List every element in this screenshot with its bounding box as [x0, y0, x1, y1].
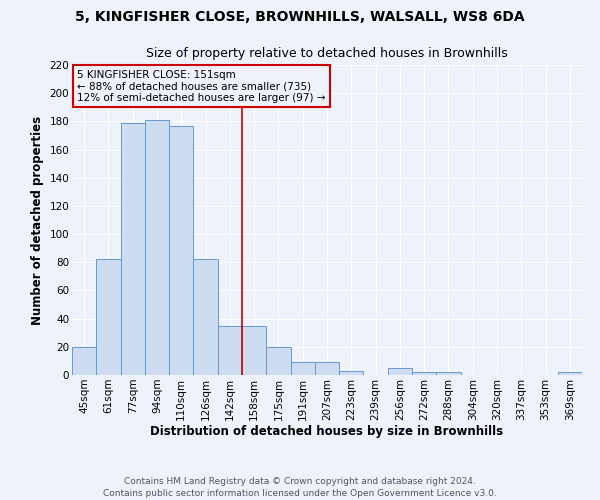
Text: Contains HM Land Registry data © Crown copyright and database right 2024.
Contai: Contains HM Land Registry data © Crown c…	[103, 476, 497, 498]
Text: 5 KINGFISHER CLOSE: 151sqm
← 88% of detached houses are smaller (735)
12% of sem: 5 KINGFISHER CLOSE: 151sqm ← 88% of deta…	[77, 70, 326, 103]
Bar	[242, 326, 266, 375]
Bar	[436, 372, 461, 375]
Bar	[558, 372, 582, 375]
Bar	[96, 260, 121, 375]
Bar	[169, 126, 193, 375]
Bar	[72, 347, 96, 375]
Bar	[266, 347, 290, 375]
Bar	[218, 326, 242, 375]
Bar	[193, 260, 218, 375]
Bar	[145, 120, 169, 375]
Bar	[290, 362, 315, 375]
Bar	[388, 368, 412, 375]
Bar	[315, 362, 339, 375]
Bar	[121, 123, 145, 375]
Title: Size of property relative to detached houses in Brownhills: Size of property relative to detached ho…	[146, 46, 508, 60]
Bar	[339, 371, 364, 375]
Text: 5, KINGFISHER CLOSE, BROWNHILLS, WALSALL, WS8 6DA: 5, KINGFISHER CLOSE, BROWNHILLS, WALSALL…	[75, 10, 525, 24]
Bar	[412, 372, 436, 375]
Y-axis label: Number of detached properties: Number of detached properties	[31, 116, 44, 324]
X-axis label: Distribution of detached houses by size in Brownhills: Distribution of detached houses by size …	[151, 426, 503, 438]
